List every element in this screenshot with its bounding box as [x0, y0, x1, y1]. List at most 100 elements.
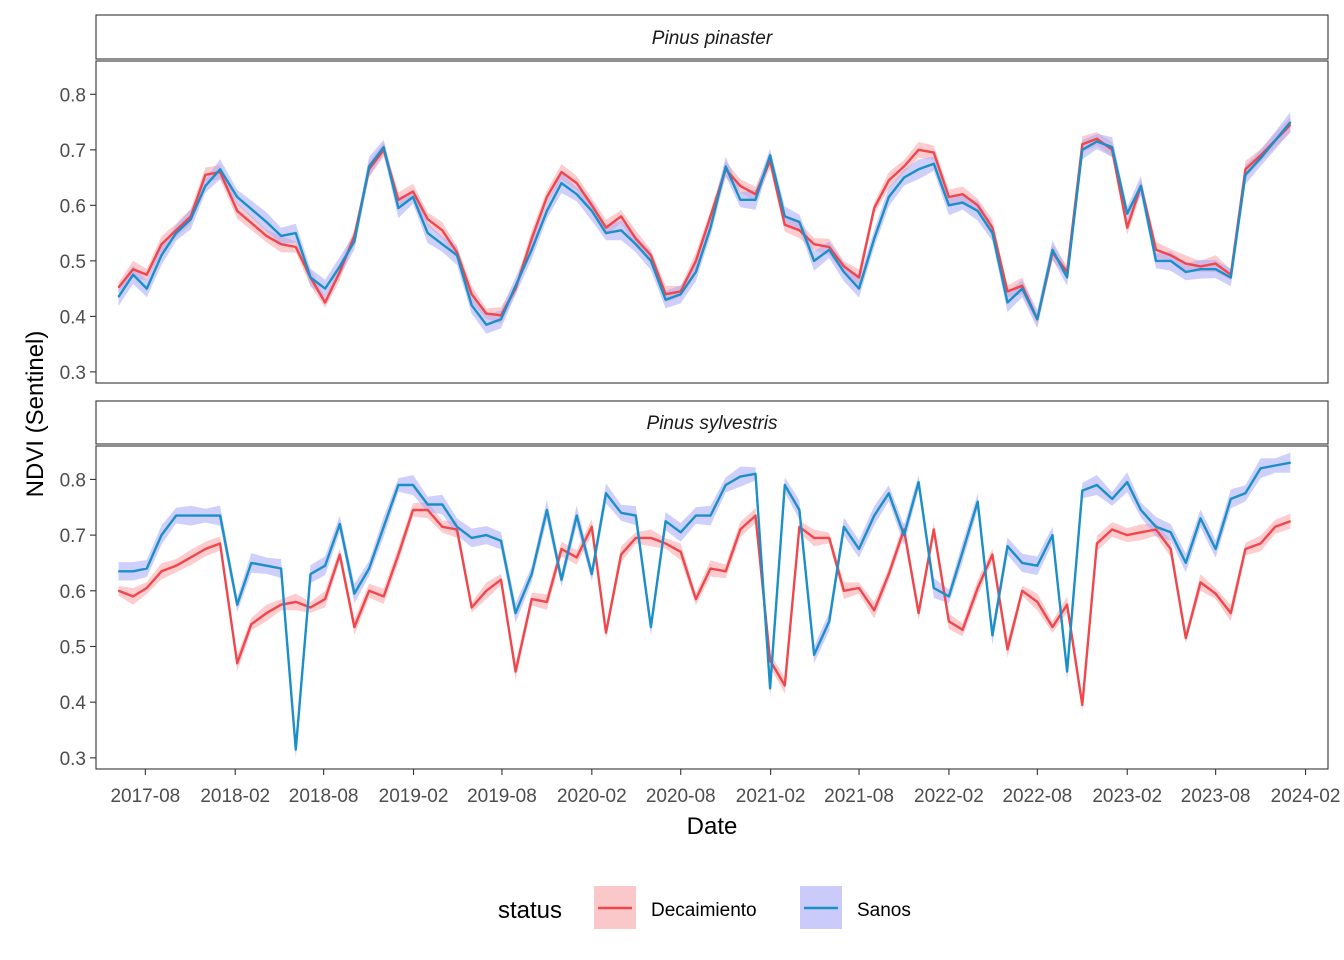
panel-pinus-sylvestris: Pinus sylvestris 0.3 0.4 0.5 0.6 0.7 0.8	[60, 400, 1329, 770]
y-tick-label: 0.6	[60, 196, 86, 217]
y-axis-sylvestris: 0.3 0.4 0.5 0.6 0.7 0.8	[60, 470, 96, 770]
x-tick-label: 2023-08	[1181, 786, 1251, 807]
point-decaimiento-pinus-sylvestris	[695, 598, 697, 600]
y-tick-label: 0.5	[60, 637, 86, 658]
point-sanos-pinus-sylvestris	[576, 515, 578, 517]
point-decaimiento-pinus-pinaster	[1244, 168, 1246, 170]
x-tick-label: 2024-02	[1271, 786, 1341, 807]
point-sanos-pinus-sylvestris	[500, 540, 502, 542]
point-decaimiento-pinus-sylvestris	[991, 554, 994, 556]
plot-border-sylvestris	[95, 445, 1329, 770]
point-decaimiento-pinus-pinaster	[1155, 249, 1157, 251]
point-sanos-pinus-sylvestris	[441, 503, 443, 506]
point-decaimiento-pinus-sylvestris	[368, 590, 370, 592]
point-sanos-pinus-pinaster	[265, 221, 268, 223]
point-decaimiento-pinus-pinaster	[739, 185, 741, 187]
point-sanos-pinus-sylvestris	[1244, 492, 1246, 494]
point-decaimiento-pinus-pinaster	[546, 196, 548, 198]
point-sanos-pinus-sylvestris	[1081, 490, 1083, 492]
point-decaimiento-pinus-pinaster	[295, 246, 297, 248]
point-decaimiento-pinus-sylvestris	[1170, 548, 1172, 550]
x-tick-label: 2020-02	[557, 786, 627, 807]
point-sanos-pinus-sylvestris	[1051, 534, 1054, 536]
point-decaimiento-pinus-sylvestris	[680, 551, 682, 553]
point-sanos-pinus-sylvestris	[1185, 562, 1187, 564]
point-sanos-pinus-pinaster	[798, 221, 801, 223]
point-sanos-pinus-sylvestris	[1274, 464, 1276, 467]
point-decaimiento-pinus-sylvestris	[295, 601, 297, 603]
point-sanos-pinus-pinaster	[1289, 121, 1291, 123]
point-decaimiento-pinus-sylvestris	[888, 573, 890, 575]
point-sanos-pinus-pinaster	[605, 232, 607, 234]
y-tick-label: 0.6	[60, 582, 86, 603]
point-sanos-pinus-sylvestris	[146, 567, 148, 570]
point-decaimiento-pinus-sylvestris	[546, 601, 548, 603]
point-decaimiento-pinus-sylvestris	[635, 537, 637, 539]
point-sanos-pinus-sylvestris	[219, 515, 221, 517]
point-sanos-pinus-sylvestris	[1111, 498, 1113, 500]
x-axis-title: Date	[687, 813, 738, 840]
point-decaimiento-pinus-pinaster	[665, 293, 667, 295]
point-sanos-pinus-pinaster	[1111, 146, 1113, 148]
point-sanos-pinus-sylvestris	[265, 565, 268, 567]
point-decaimiento-pinus-sylvestris	[605, 632, 607, 634]
point-decaimiento-pinus-pinaster	[1289, 124, 1291, 126]
point-decaimiento-pinus-sylvestris	[236, 662, 238, 664]
point-sanos-pinus-pinaster	[295, 232, 297, 234]
point-decaimiento-pinus-pinaster	[1215, 263, 1217, 265]
point-decaimiento-pinus-pinaster	[1170, 254, 1172, 256]
point-decaimiento-pinus-sylvestris	[725, 570, 727, 572]
point-sanos-pinus-pinaster	[132, 274, 134, 276]
point-sanos-pinus-pinaster	[485, 324, 487, 326]
point-sanos-pinus-pinaster	[1081, 149, 1083, 151]
point-decaimiento-pinus-sylvestris	[576, 556, 578, 559]
point-decaimiento-pinus-sylvestris	[1185, 637, 1187, 639]
point-sanos-pinus-pinaster	[1066, 276, 1068, 279]
point-decaimiento-pinus-sylvestris	[485, 590, 487, 592]
point-decaimiento-pinus-sylvestris	[1051, 626, 1054, 628]
panel-pinus-pinaster: Pinus pinaster 0.3 0.4 0.5 0.6 0.7 0.8	[60, 14, 1329, 384]
point-decaimiento-pinus-sylvestris	[739, 528, 741, 531]
point-sanos-pinus-pinaster	[1215, 268, 1217, 270]
point-sanos-pinus-pinaster	[754, 199, 757, 201]
point-decaimiento-pinus-sylvestris	[204, 548, 206, 550]
point-sanos-pinus-pinaster	[1006, 301, 1009, 304]
point-decaimiento-pinus-pinaster	[412, 190, 414, 193]
point-sanos-pinus-sylvestris	[1066, 670, 1068, 673]
point-decaimiento-pinus-sylvestris	[515, 670, 517, 673]
y-tick-label: 0.7	[60, 141, 86, 162]
point-decaimiento-pinus-pinaster	[695, 260, 697, 262]
point-decaimiento-pinus-pinaster	[236, 210, 238, 212]
point-sanos-pinus-sylvestris	[175, 515, 177, 517]
point-sanos-pinus-pinaster	[709, 227, 712, 229]
x-tick-label: 2021-02	[736, 786, 806, 807]
point-sanos-pinus-pinaster	[903, 177, 905, 179]
point-sanos-pinus-pinaster	[784, 215, 786, 217]
point-decaimiento-pinus-sylvestris	[1096, 542, 1098, 545]
point-decaimiento-pinus-pinaster	[339, 271, 341, 273]
point-sanos-pinus-sylvestris	[873, 515, 875, 517]
point-decaimiento-pinus-pinaster	[280, 243, 282, 245]
point-decaimiento-pinus-pinaster	[754, 193, 757, 195]
point-sanos-pinus-sylvestris	[769, 687, 771, 689]
x-tick-label: 2021-08	[824, 786, 894, 807]
point-decaimiento-pinus-sylvestris	[858, 587, 860, 589]
point-decaimiento-pinus-sylvestris	[471, 606, 473, 609]
point-decaimiento-pinus-pinaster	[265, 235, 268, 237]
point-sanos-pinus-sylvestris	[933, 587, 935, 589]
point-sanos-pinus-pinaster	[324, 288, 326, 290]
point-decaimiento-pinus-sylvestris	[918, 612, 920, 614]
point-decaimiento-pinus-sylvestris	[219, 542, 221, 545]
point-decaimiento-pinus-pinaster	[1199, 265, 1202, 267]
line-sanos-pinus-sylvestris	[118, 461, 1291, 751]
strip-label-pinaster: Pinus pinaster	[652, 28, 773, 49]
point-decaimiento-pinus-sylvestris	[412, 509, 414, 511]
point-decaimiento-pinus-pinaster	[146, 274, 148, 276]
point-sanos-pinus-sylvestris	[620, 512, 622, 514]
point-decaimiento-pinus-sylvestris	[1260, 542, 1262, 545]
point-decaimiento-pinus-sylvestris	[798, 526, 801, 528]
point-sanos-pinus-sylvestris	[236, 604, 238, 606]
point-decaimiento-pinus-sylvestris	[339, 554, 341, 556]
